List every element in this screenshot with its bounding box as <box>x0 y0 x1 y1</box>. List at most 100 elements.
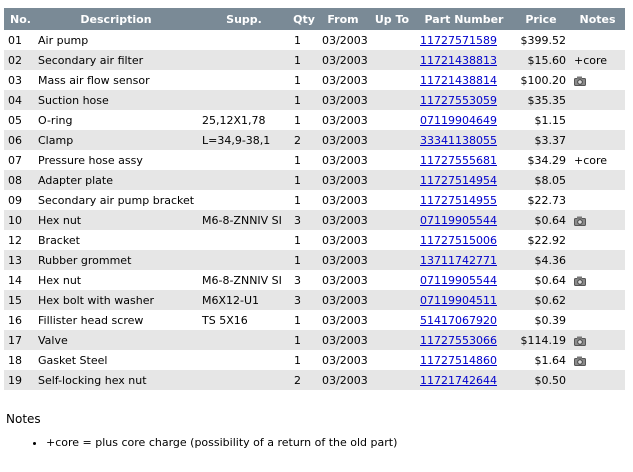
part-number-link[interactable]: 11721742644 <box>420 373 497 387</box>
cell-qty: 1 <box>290 50 318 70</box>
table-row: 06 Clamp L=34,9-38,1 2 03/2003 333411380… <box>4 130 625 150</box>
table-row: 01 Air pump 1 03/2003 11727571589 $399.5… <box>4 30 625 50</box>
cell-part-number: 11727571589 <box>416 30 512 50</box>
cell-price: $0.50 <box>512 370 570 390</box>
cell-part-number: 07119904649 <box>416 110 512 130</box>
part-number-link[interactable]: 11727555681 <box>420 153 497 167</box>
cell-price: $114.19 <box>512 330 570 350</box>
part-number-link[interactable]: 51417067920 <box>420 313 497 327</box>
cell-no: 06 <box>4 130 34 150</box>
part-number-link[interactable]: 11727515006 <box>420 233 497 247</box>
cell-from: 03/2003 <box>318 290 368 310</box>
camera-icon[interactable] <box>574 336 586 346</box>
cell-part-number: 11727555681 <box>416 150 512 170</box>
notes-item: +core = plus core charge (possibility of… <box>46 436 397 449</box>
cell-upto <box>368 290 416 310</box>
table-row: 02 Secondary air filter 1 03/2003 117214… <box>4 50 625 70</box>
cell-from: 03/2003 <box>318 210 368 230</box>
cell-supp: M6-8-ZNNIV SI <box>198 270 290 290</box>
cell-notes <box>570 330 625 350</box>
cell-part-number: 11727553059 <box>416 90 512 110</box>
part-number-link[interactable]: 11727553066 <box>420 333 497 347</box>
cell-from: 03/2003 <box>318 310 368 330</box>
header-from: From <box>318 8 368 30</box>
cell-part-number: 07119905544 <box>416 210 512 230</box>
cell-upto <box>368 70 416 90</box>
header-price: Price <box>512 8 570 30</box>
part-number-link[interactable]: 07119905544 <box>420 213 497 227</box>
part-number-link[interactable]: 07119904649 <box>420 113 497 127</box>
cell-from: 03/2003 <box>318 330 368 350</box>
table-row: 09 Secondary air pump bracket 1 03/2003 … <box>4 190 625 210</box>
cell-price: $0.62 <box>512 290 570 310</box>
camera-icon[interactable] <box>574 216 586 226</box>
table-row: 17 Valve 1 03/2003 11727553066 $114.19 <box>4 330 625 350</box>
cell-no: 18 <box>4 350 34 370</box>
cell-qty: 1 <box>290 90 318 110</box>
cell-notes <box>570 130 625 150</box>
cell-description: Gasket Steel <box>34 350 198 370</box>
cell-price: $0.64 <box>512 210 570 230</box>
cell-upto <box>368 350 416 370</box>
cell-qty: 1 <box>290 190 318 210</box>
cell-no: 10 <box>4 210 34 230</box>
part-number-link[interactable]: 07119904511 <box>420 293 497 307</box>
cell-notes <box>570 190 625 210</box>
cell-part-number: 11727515006 <box>416 230 512 250</box>
cell-upto <box>368 330 416 350</box>
header-notes: Notes <box>570 8 625 30</box>
cell-price: $399.52 <box>512 30 570 50</box>
notes-text: +core <box>574 53 608 67</box>
cell-from: 03/2003 <box>318 70 368 90</box>
part-number-link[interactable]: 11721438813 <box>420 53 497 67</box>
cell-no: 03 <box>4 70 34 90</box>
part-number-link[interactable]: 33341138055 <box>420 133 497 147</box>
part-number-link[interactable]: 11721438814 <box>420 73 497 87</box>
table-row: 13 Rubber grommet 1 03/2003 13711742771 … <box>4 250 625 270</box>
cell-supp <box>198 70 290 90</box>
part-number-link[interactable]: 11727553059 <box>420 93 497 107</box>
part-number-link[interactable]: 11727571589 <box>420 33 497 47</box>
cell-upto <box>368 170 416 190</box>
cell-supp <box>198 350 290 370</box>
cell-no: 19 <box>4 370 34 390</box>
cell-qty: 3 <box>290 290 318 310</box>
table-header-row: No. Description Supp. Qty From Up To Par… <box>4 8 625 30</box>
cell-price: $0.64 <box>512 270 570 290</box>
table-row: 04 Suction hose 1 03/2003 11727553059 $3… <box>4 90 625 110</box>
notes-list: +core = plus core charge (possibility of… <box>6 436 397 449</box>
part-number-link[interactable]: 07119905544 <box>420 273 497 287</box>
cell-upto <box>368 230 416 250</box>
cell-supp: M6-8-ZNNIV SI <box>198 210 290 230</box>
cell-supp <box>198 190 290 210</box>
cell-notes <box>570 370 625 390</box>
table-row: 07 Pressure hose assy 1 03/2003 11727555… <box>4 150 625 170</box>
part-number-link[interactable]: 11727514860 <box>420 353 497 367</box>
header-description: Description <box>34 8 198 30</box>
part-number-link[interactable]: 11727514954 <box>420 173 497 187</box>
camera-icon[interactable] <box>574 276 586 286</box>
cell-notes <box>570 250 625 270</box>
cell-from: 03/2003 <box>318 250 368 270</box>
cell-from: 03/2003 <box>318 150 368 170</box>
cell-price: $15.60 <box>512 50 570 70</box>
camera-icon[interactable] <box>574 356 586 366</box>
table-row: 12 Bracket 1 03/2003 11727515006 $22.92 <box>4 230 625 250</box>
cell-supp <box>198 90 290 110</box>
cell-supp <box>198 30 290 50</box>
table-row: 16 Fillister head screw TS 5X16 1 03/200… <box>4 310 625 330</box>
cell-from: 03/2003 <box>318 270 368 290</box>
cell-description: Secondary air pump bracket <box>34 190 198 210</box>
cell-no: 04 <box>4 90 34 110</box>
cell-upto <box>368 30 416 50</box>
part-number-link[interactable]: 13711742771 <box>420 253 497 267</box>
cell-notes: +core <box>570 50 625 70</box>
cell-upto <box>368 110 416 130</box>
cell-price: $8.05 <box>512 170 570 190</box>
cell-from: 03/2003 <box>318 50 368 70</box>
cell-from: 03/2003 <box>318 190 368 210</box>
cell-supp <box>198 50 290 70</box>
part-number-link[interactable]: 11727514955 <box>420 193 497 207</box>
camera-icon[interactable] <box>574 76 586 86</box>
cell-description: Air pump <box>34 30 198 50</box>
